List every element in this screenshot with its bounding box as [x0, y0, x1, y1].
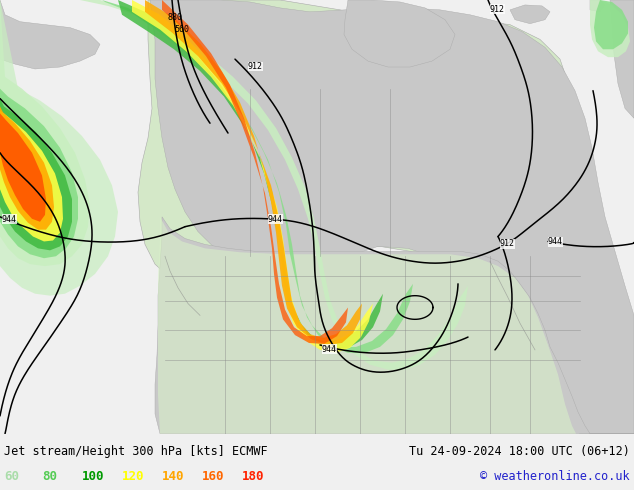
Polygon shape	[158, 217, 576, 434]
Polygon shape	[590, 0, 630, 57]
Polygon shape	[590, 0, 605, 12]
Polygon shape	[0, 0, 118, 295]
Text: 944: 944	[322, 345, 337, 354]
Text: 80: 80	[42, 470, 57, 483]
Polygon shape	[80, 0, 468, 369]
Polygon shape	[132, 0, 373, 353]
Text: 912: 912	[248, 62, 263, 71]
Text: 944: 944	[268, 215, 283, 224]
Text: 944: 944	[2, 215, 17, 224]
Text: 100: 100	[82, 470, 105, 483]
Polygon shape	[102, 0, 413, 353]
Polygon shape	[0, 24, 63, 242]
Polygon shape	[0, 0, 90, 266]
Text: 180: 180	[242, 470, 264, 483]
Text: Jet stream/Height 300 hPa [kts] ECMWF: Jet stream/Height 300 hPa [kts] ECMWF	[4, 445, 268, 458]
Polygon shape	[138, 0, 634, 434]
Polygon shape	[510, 5, 550, 24]
Text: 912: 912	[500, 240, 515, 248]
Text: 880: 880	[168, 13, 183, 22]
Polygon shape	[344, 0, 455, 67]
Polygon shape	[610, 0, 634, 118]
Polygon shape	[594, 0, 628, 49]
Polygon shape	[155, 217, 634, 434]
Polygon shape	[0, 0, 100, 69]
Text: 140: 140	[162, 470, 184, 483]
Polygon shape	[118, 0, 383, 349]
Polygon shape	[0, 67, 46, 222]
Text: 560: 560	[174, 24, 189, 33]
Text: © weatheronline.co.uk: © weatheronline.co.uk	[481, 470, 630, 483]
Text: 120: 120	[122, 470, 145, 483]
Text: 944: 944	[548, 238, 563, 246]
Text: 912: 912	[490, 5, 505, 14]
Polygon shape	[145, 0, 362, 345]
Polygon shape	[162, 0, 348, 344]
Text: 160: 160	[202, 470, 224, 483]
Polygon shape	[0, 0, 78, 258]
Text: 60: 60	[4, 470, 19, 483]
Text: Tu 24-09-2024 18:00 UTC (06+12): Tu 24-09-2024 18:00 UTC (06+12)	[409, 445, 630, 458]
Polygon shape	[0, 10, 72, 250]
Polygon shape	[0, 45, 54, 230]
Polygon shape	[150, 0, 634, 434]
